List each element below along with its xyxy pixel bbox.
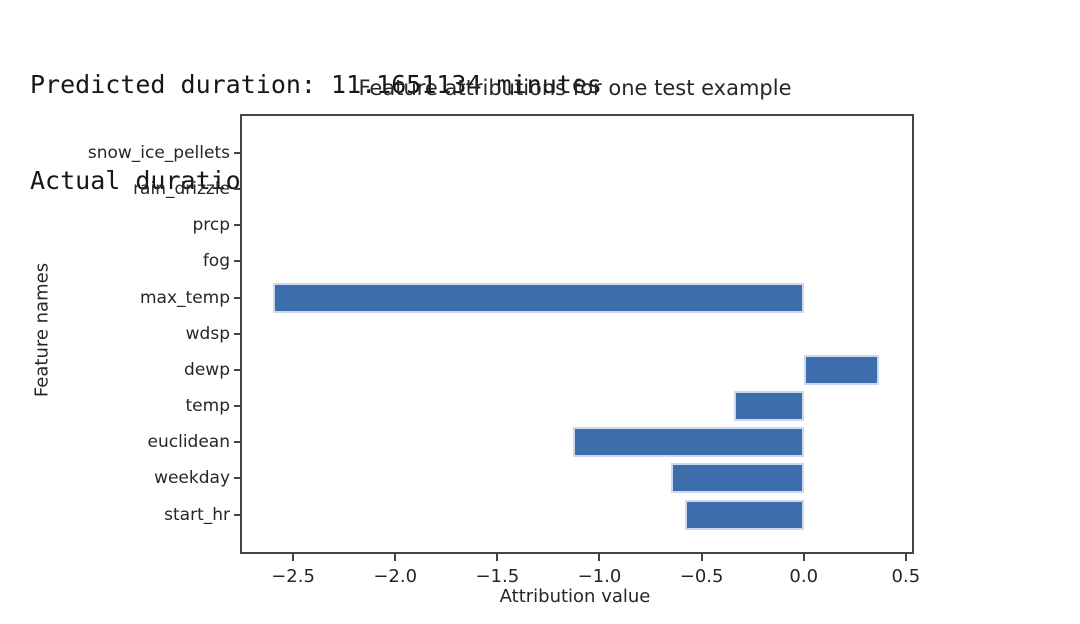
- y-tick-mark-euclidean: [234, 441, 240, 444]
- y-tick-mark-fog: [234, 260, 240, 263]
- y-tick-mark-weekday: [234, 477, 240, 480]
- y-tick-mark-temp: [234, 405, 240, 408]
- x-tick-label-−2.5: −2.5: [271, 566, 315, 587]
- x-tick-mark-−2.5: [292, 554, 295, 561]
- x-tick-label-0.5: 0.5: [891, 566, 921, 587]
- x-tick-label-−1.0: −1.0: [577, 566, 622, 587]
- x-tick-mark-−1.0: [598, 554, 601, 561]
- x-axis-label: Attribution value: [499, 586, 651, 607]
- bar-start_hr: [685, 499, 804, 530]
- y-tick-mark-dewp: [234, 368, 240, 371]
- y-tick-mark-snow_ice_pellets: [234, 152, 240, 154]
- y-tick-label-dewp: dewp: [184, 359, 230, 380]
- bar-weekday: [670, 463, 804, 494]
- y-tick-label-start_hr: start_hr: [164, 504, 230, 525]
- y-tick-label-snow_ice_pellets: snow_ice_pellets: [87, 143, 230, 163]
- y-tick-label-temp: temp: [185, 396, 230, 417]
- x-tick-mark-0.5: [904, 554, 907, 561]
- bar-dewp: [803, 354, 880, 385]
- y-tick-mark-prcp: [234, 224, 240, 227]
- x-tick-label-0.0: 0.0: [789, 566, 819, 587]
- chart-title: Feature attributions for one test exampl…: [358, 76, 792, 100]
- predicted-duration-text: Predicted duration: 11.1651134 minutes: [30, 70, 602, 99]
- y-tick-mark-max_temp: [234, 296, 240, 299]
- y-tick-label-fog: fog: [202, 251, 230, 272]
- y-tick-mark-start_hr: [234, 513, 240, 516]
- x-tick-label-−2.0: −2.0: [373, 566, 418, 587]
- y-tick-mark-wdsp: [234, 332, 240, 335]
- x-tick-mark-−0.5: [700, 554, 703, 561]
- x-tick-mark-−2.0: [394, 554, 397, 561]
- x-tick-label-−1.5: −1.5: [475, 566, 520, 587]
- x-tick-label-−0.5: −0.5: [679, 566, 724, 587]
- bar-temp: [734, 391, 804, 422]
- bar-euclidean: [572, 427, 804, 458]
- y-tick-label-wdsp: wdsp: [185, 323, 230, 344]
- y-tick-label-rain_drizzle: rain_drizzle: [133, 179, 230, 200]
- y-tick-label-max_temp: max_temp: [139, 287, 230, 308]
- y-tick-label-weekday: weekday: [154, 468, 230, 489]
- y-tick-label-prcp: prcp: [192, 215, 230, 236]
- x-tick-mark-0.0: [802, 554, 805, 561]
- y-axis-label-text: Feature names: [31, 262, 53, 398]
- x-tick-mark-−1.5: [496, 554, 499, 561]
- y-tick-label-euclidean: euclidean: [147, 432, 230, 453]
- bar-max_temp: [272, 282, 804, 313]
- y-tick-mark-rain_drizzle: [234, 188, 240, 191]
